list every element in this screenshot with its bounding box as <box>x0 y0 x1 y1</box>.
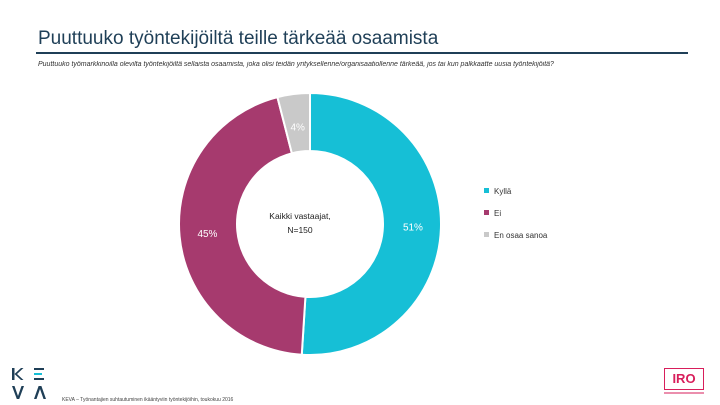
donut-slice-ei <box>178 95 307 356</box>
legend-swatch-en-osaa-sanoa <box>484 232 489 237</box>
keva-logo <box>12 368 46 399</box>
question-subtitle: Puuttuuko työmarkkinoilla olevilta työnt… <box>38 61 554 68</box>
page-title: Puuttuuko työntekijöiltä teille tärkeää … <box>38 28 439 49</box>
title-divider <box>36 52 688 54</box>
donut-center-label: Kaikki vastaajat, N=150 <box>269 211 330 235</box>
footer-source: KEVA – Työnantajien suhtautuminen ikäänt… <box>62 397 234 403</box>
legend-item-ei: Ei <box>484 208 547 230</box>
legend-label-en-osaa-sanoa: En osaa sanoa <box>494 231 548 240</box>
center-label-line1: Kaikki vastaajat, <box>269 211 330 221</box>
legend-swatch-kylla <box>484 188 489 193</box>
donut-slice-kyll- <box>300 91 442 356</box>
iro-logo-tagline <box>664 392 704 394</box>
donut-slice-en-osaa-sanoa <box>276 91 311 155</box>
legend-label-ei: Ei <box>494 209 502 218</box>
legend-item-kylla: Kyllä <box>484 186 547 208</box>
iro-logo: IRO <box>664 368 704 398</box>
slice-value-label-en-osaa-sanoa: 4% <box>290 122 305 133</box>
legend-item-en-osaa-sanoa: En osaa sanoa <box>484 230 547 252</box>
chart-legend: Kyllä Ei En osaa sanoa <box>484 186 547 252</box>
legend-label-kylla: Kyllä <box>494 187 512 196</box>
iro-logo-text: IRO <box>664 368 704 390</box>
center-label-line2: N=150 <box>287 225 313 235</box>
slice-value-label-ei: 45% <box>197 229 217 240</box>
slice-value-label-kyll-: 51% <box>403 223 423 234</box>
legend-swatch-ei <box>484 210 489 215</box>
